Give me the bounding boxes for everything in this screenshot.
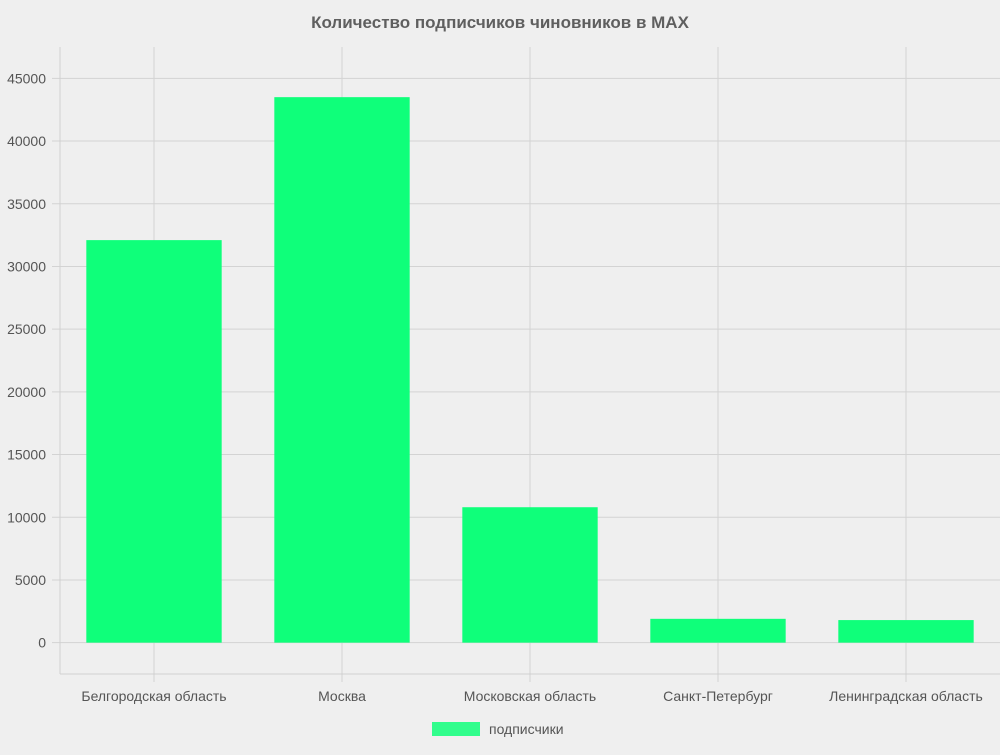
bar[interactable] xyxy=(650,618,786,643)
y-tick-label: 30000 xyxy=(7,258,46,274)
y-tick-label: 10000 xyxy=(7,509,46,525)
x-tick-label: Белгородская область xyxy=(81,688,226,704)
bar[interactable] xyxy=(86,240,222,643)
bars xyxy=(86,97,974,643)
y-tick-label: 35000 xyxy=(7,196,46,212)
y-tick-label: 25000 xyxy=(7,321,46,337)
y-tick-label: 40000 xyxy=(7,133,46,149)
chart-title: Количество подписчиков чиновников в MAX xyxy=(311,13,690,32)
x-axis-ticks: Белгородская область Москва Московская обл… xyxy=(81,688,982,704)
y-tick-label: 5000 xyxy=(15,572,46,588)
legend[interactable]: подписчики xyxy=(432,721,564,737)
y-tick-label: 0 xyxy=(38,635,46,651)
x-tick-label: Москва xyxy=(318,688,366,704)
x-tick-label: Ленинградская область xyxy=(829,688,983,704)
legend-label[interactable]: подписчики xyxy=(489,721,564,737)
x-tick-label: Московская область xyxy=(464,688,596,704)
y-tick-label: 45000 xyxy=(7,70,46,86)
bar[interactable] xyxy=(462,507,598,643)
legend-swatch[interactable] xyxy=(432,722,480,736)
y-tick-label: 20000 xyxy=(7,384,46,400)
x-tick-label: Санкт-Петербург xyxy=(663,688,773,704)
y-axis-ticks: 0 5000 10000 15000 20000 25000 30000 35000 40000… xyxy=(7,70,46,650)
bar[interactable] xyxy=(274,97,410,643)
bar[interactable] xyxy=(838,620,974,643)
y-tick-label: 15000 xyxy=(7,447,46,463)
